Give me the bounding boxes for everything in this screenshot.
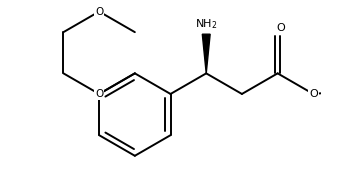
Text: O: O (309, 89, 318, 99)
Text: O: O (95, 6, 103, 17)
Text: O: O (276, 23, 285, 33)
Text: O: O (95, 89, 103, 99)
Text: NH$_2$: NH$_2$ (195, 17, 218, 31)
Polygon shape (202, 34, 210, 73)
